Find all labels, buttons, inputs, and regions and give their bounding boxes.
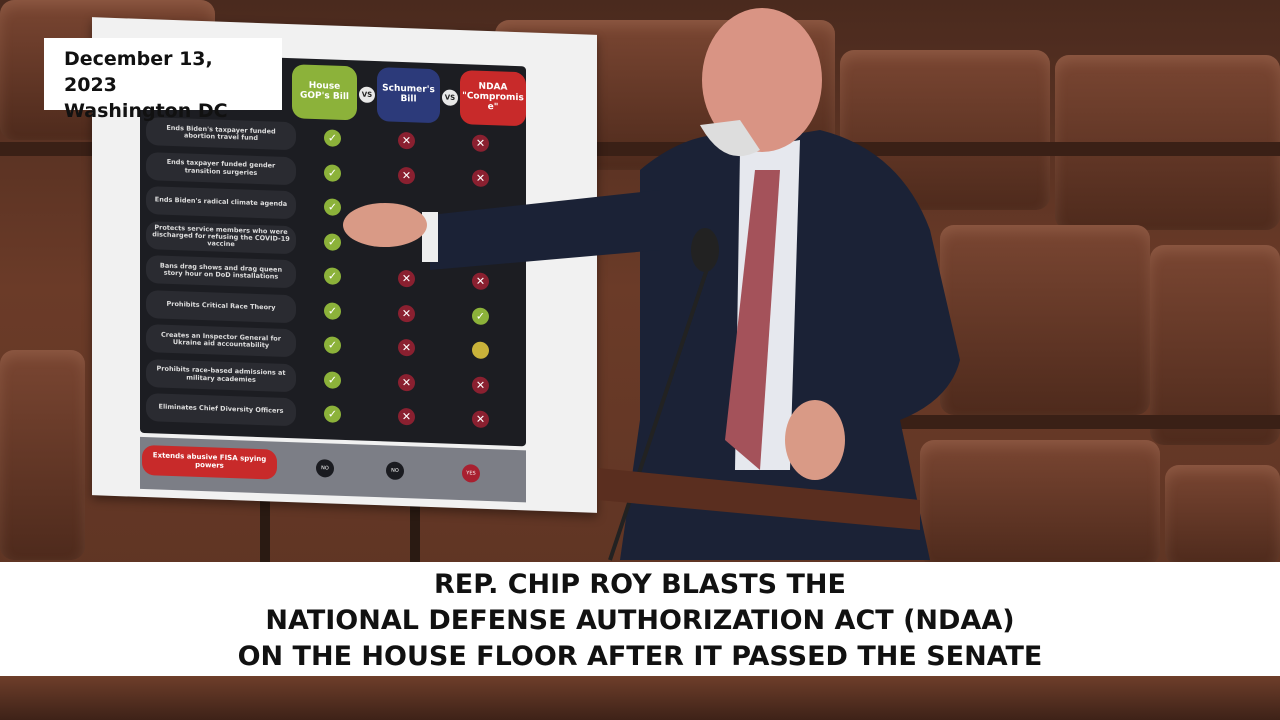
caption-line: NATIONAL DEFENSE AUTHORIZATION ACT (NDAA…: [265, 605, 1015, 636]
left-hand: [785, 400, 845, 480]
easel-leg: [260, 470, 270, 562]
seat: [0, 350, 85, 560]
desk-foreground: [0, 676, 1280, 720]
seat: [940, 225, 1150, 415]
microphone: [691, 228, 719, 272]
rail: [900, 415, 1280, 429]
hand: [343, 203, 427, 247]
seat: [920, 440, 1160, 565]
caption-bar: REP. CHIP ROY BLASTS THE NATIONAL DEFENS…: [0, 562, 1280, 676]
location-text: Washington DC: [64, 100, 228, 122]
arm: [430, 190, 660, 270]
date-location-label: December 13, 2023 Washington DC: [44, 38, 282, 122]
date-text: December 13, 2023: [64, 48, 213, 96]
seat: [1150, 245, 1280, 445]
striped-tie: [725, 170, 780, 470]
easel-leg: [410, 480, 420, 562]
microphone-stand: [608, 259, 712, 561]
podium: [598, 468, 920, 530]
caption-line: REP. CHIP ROY BLASTS THE: [434, 569, 846, 600]
caption-line: ON THE HOUSE FLOOR AFTER IT PASSED THE S…: [237, 641, 1043, 672]
beard: [700, 120, 760, 157]
head: [702, 8, 822, 152]
seat: [1165, 465, 1280, 565]
